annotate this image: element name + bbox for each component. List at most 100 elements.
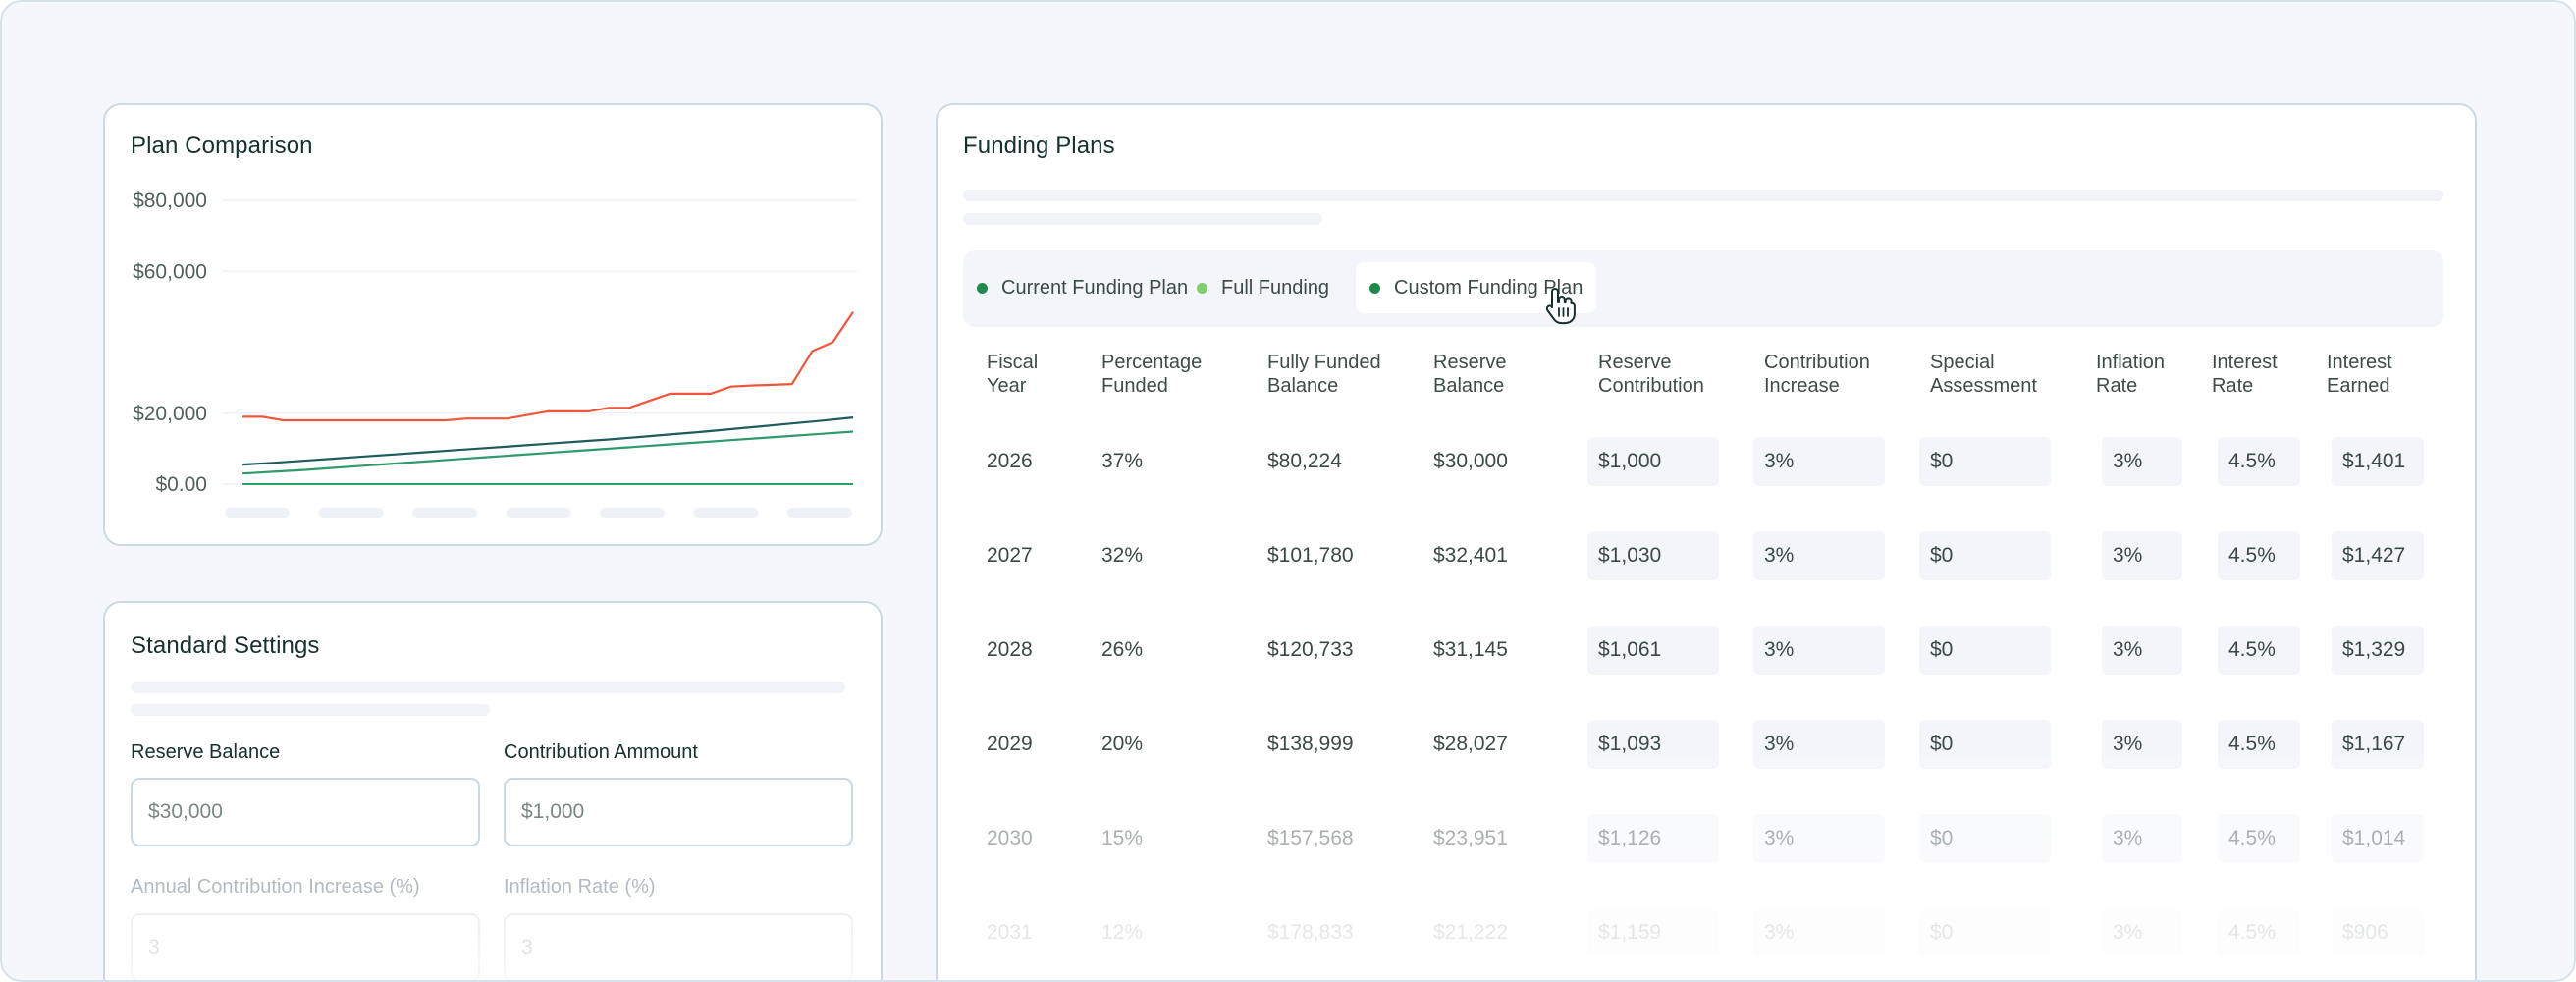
fully-funded-balance-cell: $120,733 [1267,638,1354,661]
series-line-2 [242,430,854,475]
inflation-rate-input[interactable] [2102,626,2182,675]
tab-full-funding[interactable]: Full Funding [1183,262,1343,313]
table-row: 2026 37% $80,224 $30,000 [938,437,2475,486]
interest-earned-input[interactable] [2332,720,2424,769]
x-tick-placeholder [412,508,477,518]
table-row: 2031 12% $178,833 $21,222 [938,908,2475,957]
reserve-contribution-input[interactable] [1587,531,1719,580]
interest-rate-input[interactable] [2218,720,2300,769]
series-dot [1369,282,1380,294]
interest-earned-header: Interest Earned [2327,352,2392,397]
contribution-increase-header: Contribution Increase [1764,352,1870,397]
tab-label: Full Funding [1221,276,1330,299]
plan-comparison-card: Plan Comparison $80,000 $60,000 $20,000 $0.… [103,103,883,546]
table-header: Fiscal Year Percentage Funded Fully Funded… [938,351,2475,409]
annual-contribution-increase-input[interactable] [131,913,480,980]
contribution-increase-input[interactable] [1753,437,1885,486]
y-tick-label: $20,000 [133,403,207,425]
tab-label: Current Funding Plan [1001,276,1189,299]
y-tick-label: $60,000 [133,260,207,283]
interest-rate-input[interactable] [2218,626,2300,675]
interest-rate-input[interactable] [2218,531,2300,580]
inflation-rate-input[interactable] [2102,720,2182,769]
inflation-rate-label: Inflation Rate (%) [504,876,656,898]
fully-funded-balance-cell: $138,999 [1267,733,1354,755]
interest-earned-input[interactable] [2332,814,2424,863]
table-row: 2029 20% $138,999 $28,027 [938,720,2475,769]
standard-settings-card: Standard Settings Reserve Balance Contri… [103,601,883,980]
reserve-balance-cell: $23,951 [1433,827,1508,849]
reserve-contribution-input[interactable] [1587,437,1719,486]
hand-cursor-icon [1545,288,1576,325]
special-assessment-input[interactable] [1919,437,2051,486]
contribution-increase-input[interactable] [1753,814,1885,863]
fully-funded-balance-cell: $101,780 [1267,544,1354,567]
contribution-increase-input[interactable] [1753,531,1885,580]
fiscal-year-header: Fiscal Year [987,352,1039,397]
x-tick-placeholder [693,508,759,518]
reserve-balance-cell: $31,145 [1433,638,1508,661]
series-dot [1197,282,1208,294]
special-assessment-input[interactable] [1919,531,2051,580]
percentage-funded-cell: 37% [1101,450,1144,472]
percentage-funded-cell: 32% [1101,544,1144,567]
y-tick-label: $0.00 [155,473,207,496]
interest-earned-input[interactable] [2332,908,2424,957]
interest-earned-input[interactable] [2332,531,2424,580]
reserve-contribution-header: Reserve Contribution [1598,352,1704,397]
tab-current-funding-plan[interactable]: Current Funding Plan [963,262,1202,313]
contribution-increase-input[interactable] [1753,908,1885,957]
percentage-funded-cell: 15% [1101,827,1144,849]
interest-rate-input[interactable] [2218,437,2300,486]
reserve-contribution-input[interactable] [1587,908,1719,957]
fiscal-year-cell: 2027 [987,544,1033,567]
inflation-rate-input[interactable] [2102,814,2182,863]
x-tick-placeholder [600,508,665,518]
fiscal-year-cell: 2028 [987,638,1033,661]
interest-earned-input[interactable] [2332,626,2424,675]
reserve-balance-label: Reserve Balance [131,741,281,763]
inflation-rate-input[interactable] [504,913,853,980]
interest-rate-header: Interest Rate [2212,352,2278,397]
fiscal-year-cell: 2030 [987,827,1033,849]
reserve-contribution-input[interactable] [1587,720,1719,769]
contribution-amount-input[interactable] [504,778,853,846]
special-assessment-input[interactable] [1919,626,2051,675]
interest-rate-input[interactable] [2218,908,2300,957]
reserve-balance-cell: $21,222 [1433,921,1508,944]
fiscal-year-cell: 2031 [987,921,1033,944]
inflation-rate-input[interactable] [2102,437,2182,486]
reserve-contribution-input[interactable] [1587,626,1719,675]
funding-plans-title: Funding Plans [963,133,1115,159]
inflation-rate-input[interactable] [2102,908,2182,957]
special-assessment-input[interactable] [1919,720,2051,769]
fiscal-year-cell: 2026 [987,450,1033,472]
fiscal-year-cell: 2029 [987,733,1033,755]
percentage-funded-cell: 26% [1101,638,1144,661]
contribution-increase-input[interactable] [1753,720,1885,769]
special-assessment-input[interactable] [1919,814,2051,863]
contribution-amount-label: Contribution Ammount [504,741,698,763]
fully-funded-balance-cell: $157,568 [1267,827,1354,849]
interest-rate-input[interactable] [2218,814,2300,863]
reserve-contribution-input[interactable] [1587,814,1719,863]
skeleton-line [963,213,1322,225]
reserve-balance-input[interactable] [131,778,480,846]
plan-comparison-title: Plan Comparison [131,133,313,159]
special-assessment-input[interactable] [1919,908,2051,957]
percentage-funded-header: Percentage Funded [1101,352,1203,397]
x-tick-placeholder [506,508,571,518]
reserve-balance-cell: $28,027 [1433,733,1508,755]
reserve-balance-cell: $32,401 [1433,544,1508,567]
funding-plan-tabs: Current Funding Plan Full Funding Custom… [963,250,2443,327]
table-row: 2027 32% $101,780 $32,401 [938,531,2475,580]
series-line-0 [242,311,854,422]
funding-plans-card: Funding Plans Current Funding Plan Full … [936,103,2477,980]
y-tick-label: $80,000 [133,190,207,212]
interest-earned-input[interactable] [2332,437,2424,486]
inflation-rate-input[interactable] [2102,531,2182,580]
contribution-increase-input[interactable] [1753,626,1885,675]
reserve-balance-cell: $30,000 [1433,450,1508,472]
reserve-balance-header: Reserve Balance [1433,352,1507,397]
